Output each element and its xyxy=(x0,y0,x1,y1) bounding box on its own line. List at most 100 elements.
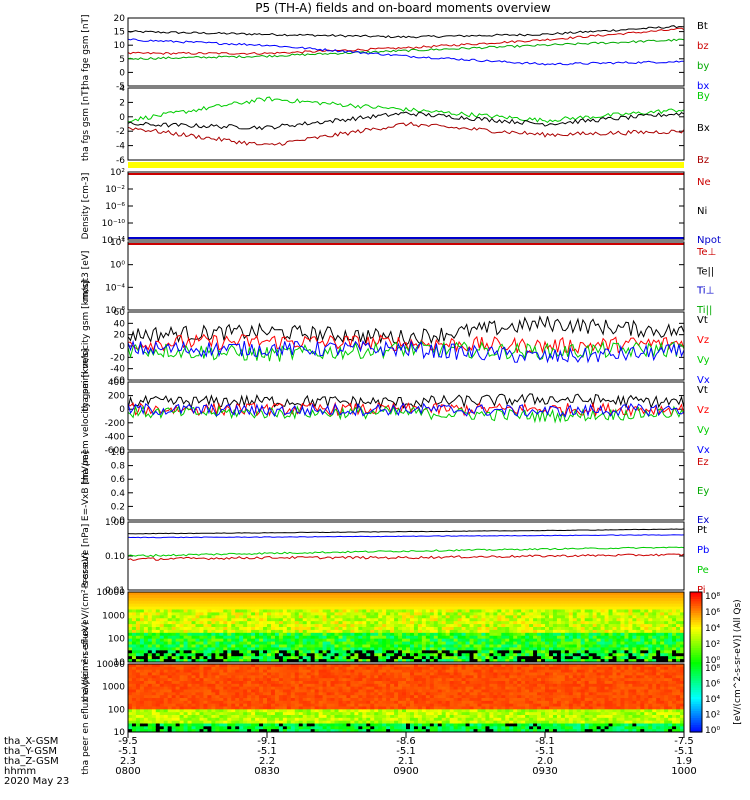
heatmap-cell xyxy=(358,609,363,613)
heatmap-cell xyxy=(223,723,228,727)
heatmap-cell xyxy=(143,712,149,716)
heatmap-cell xyxy=(680,594,685,599)
heatmap-cell xyxy=(179,706,185,710)
heatmap-cell xyxy=(382,638,387,643)
heatmap-cell xyxy=(318,672,324,676)
heatmap-cell xyxy=(509,618,514,622)
heatmap-cell xyxy=(159,621,165,625)
heatmap-cell xyxy=(612,632,617,637)
heatmap-cell xyxy=(537,632,542,637)
heatmap-cell xyxy=(183,720,189,724)
heatmap-cell xyxy=(533,653,538,657)
heatmap-cell xyxy=(548,600,554,605)
heatmap-cell xyxy=(239,627,244,631)
heatmap-cell xyxy=(457,615,463,619)
heatmap-cell xyxy=(346,638,351,643)
heatmap-cell xyxy=(513,624,518,628)
heatmap-cell xyxy=(290,686,296,690)
heatmap-cell xyxy=(259,653,264,657)
heatmap-cell xyxy=(664,644,669,648)
heatmap-cell xyxy=(143,664,149,668)
heatmap-cell xyxy=(382,653,387,657)
heatmap-cell xyxy=(147,594,153,599)
ytick-label: 2 xyxy=(119,98,125,108)
heatmap-cell xyxy=(294,683,300,688)
heatmap-cell xyxy=(223,700,228,705)
heatmap-cell xyxy=(151,698,157,702)
heatmap-cell xyxy=(656,603,661,608)
heatmap-cell xyxy=(568,638,574,643)
heatmap-cell xyxy=(521,621,526,625)
heatmap-cell xyxy=(310,664,316,668)
heatmap-cell xyxy=(274,627,280,631)
heatmap-cell xyxy=(314,632,320,637)
heatmap-cell xyxy=(672,597,677,602)
heatmap-cell xyxy=(326,723,332,727)
heatmap-cell xyxy=(394,621,399,625)
heatmap-cell xyxy=(505,606,510,610)
heatmap-cell xyxy=(676,592,681,596)
heatmap-cell xyxy=(545,612,550,616)
heatmap-cell xyxy=(656,592,661,596)
heatmap-cell xyxy=(497,647,502,651)
heatmap-cell xyxy=(493,641,498,645)
heatmap-cell xyxy=(128,618,133,622)
heatmap-cell xyxy=(354,666,359,671)
heatmap-cell xyxy=(592,624,598,628)
heatmap-cell xyxy=(334,592,339,596)
heatmap-cell xyxy=(624,592,629,596)
heatmap-cell xyxy=(131,635,137,640)
heatmap-cell xyxy=(473,641,478,645)
heatmap-cell xyxy=(298,695,304,699)
heatmap-cell xyxy=(632,644,637,648)
heatmap-cell xyxy=(481,641,486,645)
heatmap-cell xyxy=(501,629,506,634)
heatmap-cell xyxy=(207,597,212,602)
heatmap-cell xyxy=(493,638,498,643)
series-line xyxy=(127,340,685,362)
heatmap-cell xyxy=(417,609,423,613)
heatmap-cell xyxy=(350,700,355,705)
heatmap-cell xyxy=(259,709,264,713)
heatmap-cell xyxy=(390,612,395,616)
heatmap-cell xyxy=(294,600,300,605)
heatmap-cell xyxy=(183,618,189,622)
heatmap-cell xyxy=(247,726,252,730)
heatmap-cell xyxy=(485,624,490,628)
heatmap-cell xyxy=(390,627,395,631)
heatmap-cell xyxy=(147,681,153,685)
heatmap-cell xyxy=(441,659,447,663)
heatmap-cell xyxy=(131,609,137,613)
heatmap-cell xyxy=(370,621,375,625)
heatmap-cell xyxy=(255,632,260,637)
heatmap-cell xyxy=(270,683,276,688)
heatmap-cell xyxy=(239,689,244,693)
heatmap-cell xyxy=(600,638,606,643)
heatmap-cell xyxy=(163,686,169,690)
heatmap-cell xyxy=(644,659,649,663)
heatmap-cell xyxy=(457,629,463,634)
heatmap-cell xyxy=(207,656,212,660)
heatmap-cell xyxy=(584,627,590,631)
heatmap-cell xyxy=(131,621,137,625)
heatmap-cell xyxy=(231,609,236,613)
heatmap-cell xyxy=(215,635,220,640)
heatmap-cell xyxy=(322,729,328,733)
heatmap-cell xyxy=(179,627,185,631)
heatmap-cell xyxy=(298,597,304,602)
heatmap-cell xyxy=(247,709,252,713)
heatmap-cell xyxy=(163,592,169,596)
heatmap-cell xyxy=(231,597,236,602)
heatmap-cell xyxy=(449,659,455,663)
heatmap-cell xyxy=(497,644,502,648)
heatmap-cell xyxy=(664,592,669,596)
ytick-label: 0.4 xyxy=(111,489,126,499)
heatmap-cell xyxy=(382,627,387,631)
heatmap-cell xyxy=(636,653,641,657)
heatmap-cell xyxy=(211,681,216,685)
heatmap-cell xyxy=(497,653,502,657)
heatmap-cell xyxy=(326,635,332,640)
series-line xyxy=(127,27,685,55)
heatmap-cell xyxy=(231,729,236,733)
